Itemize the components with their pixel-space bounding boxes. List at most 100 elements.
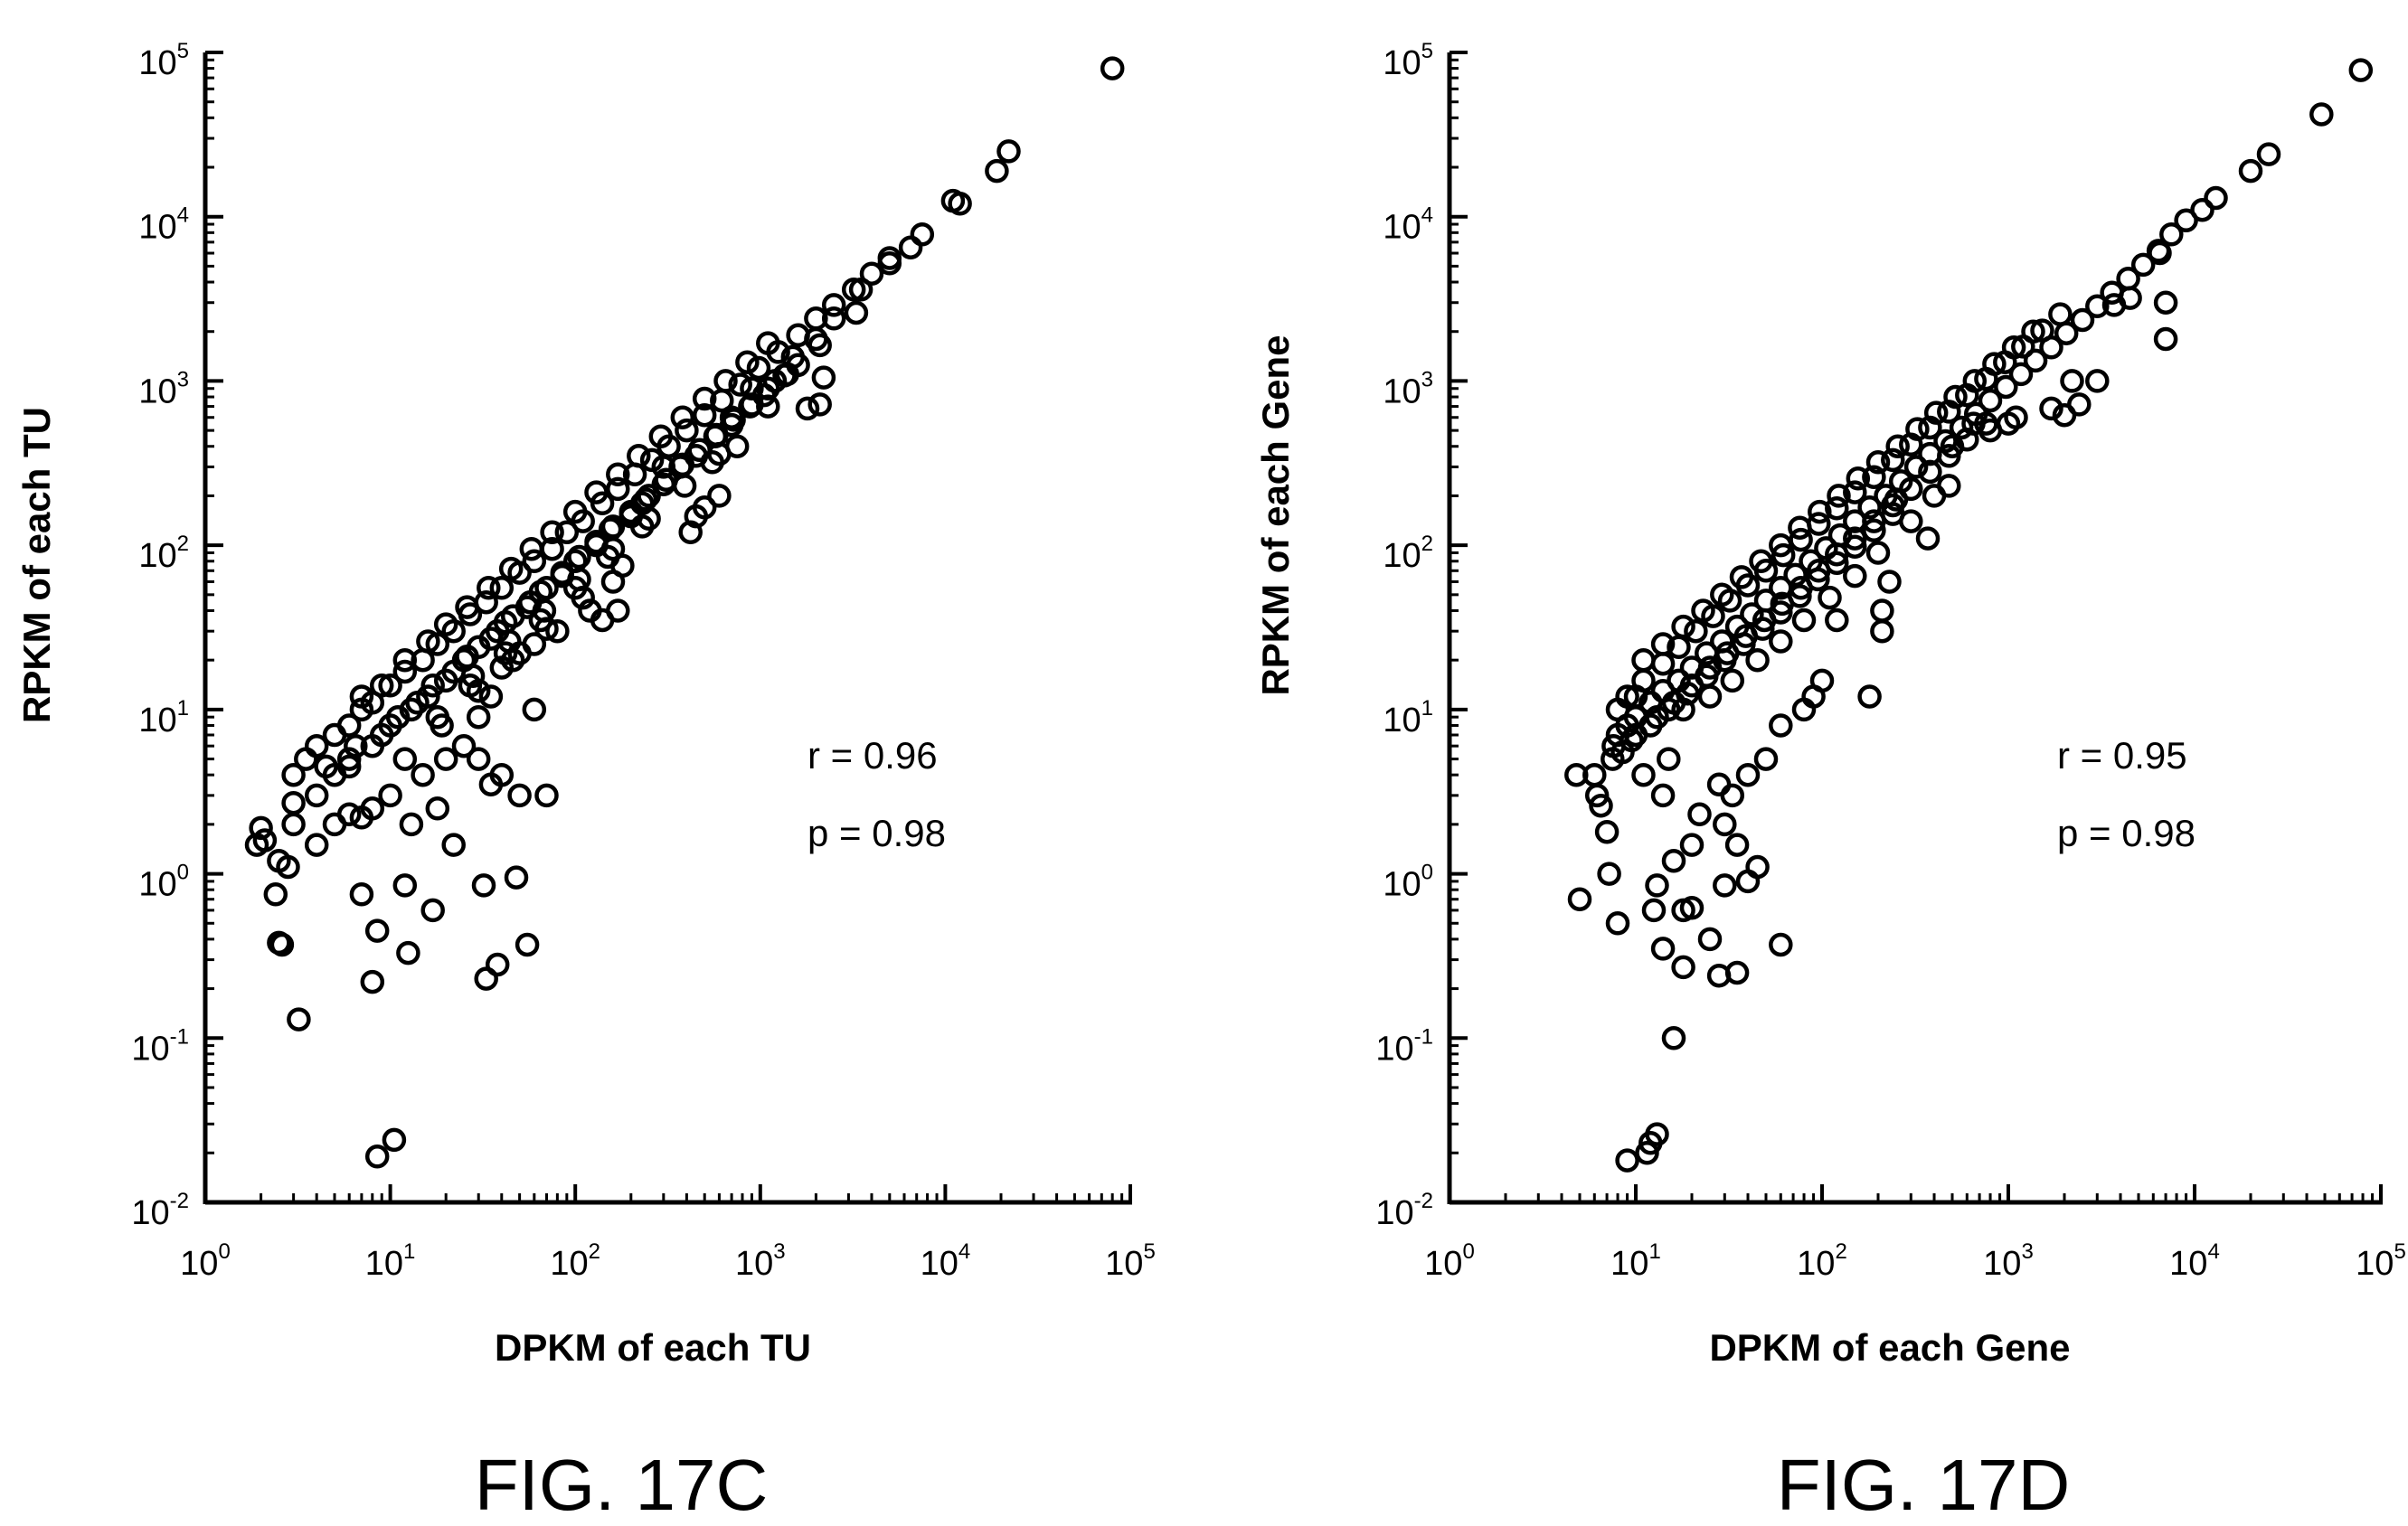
data-point	[1724, 960, 1750, 985]
data-point	[392, 873, 418, 898]
data-point	[2153, 290, 2178, 315]
data-point	[2190, 197, 2214, 222]
scatter-points	[1564, 58, 2374, 1173]
data-point	[425, 796, 450, 821]
data-point	[1881, 447, 1905, 473]
data-point	[606, 462, 630, 487]
data-point	[692, 386, 717, 411]
data-point	[772, 363, 797, 388]
data-point	[522, 697, 547, 722]
x-tick-label: 105	[2356, 1239, 2406, 1283]
data-point	[485, 952, 510, 977]
data-point	[2039, 396, 2063, 421]
data-point	[396, 940, 420, 966]
y-tick-label: 10-1	[1375, 1024, 1433, 1068]
y-tick-label: 105	[138, 39, 189, 82]
data-point	[707, 484, 732, 508]
data-point	[304, 733, 329, 758]
y-tick-label: 100	[138, 861, 189, 904]
data-point	[795, 396, 820, 421]
data-point	[1769, 629, 1793, 654]
data-point	[1915, 526, 1941, 551]
data-point	[1661, 1026, 1686, 1050]
data-point	[1691, 598, 1715, 623]
data-point	[378, 783, 402, 808]
data-point	[1594, 819, 1619, 844]
data-point	[416, 629, 440, 654]
data-point	[489, 576, 515, 600]
data-point	[1769, 932, 1793, 957]
data-point	[1619, 728, 1644, 753]
data-point	[534, 617, 559, 641]
data-point	[515, 932, 540, 957]
data-point	[1671, 898, 1695, 923]
data-point	[996, 139, 1021, 164]
data-point	[1697, 684, 1723, 709]
data-point	[571, 585, 595, 610]
data-point	[670, 405, 695, 429]
x-tick-label: 101	[1610, 1239, 1661, 1283]
data-point	[515, 595, 540, 619]
data-point	[1713, 647, 1737, 673]
data-point	[627, 444, 651, 468]
x-tick-label: 103	[735, 1239, 786, 1283]
data-point	[2204, 185, 2228, 211]
data-point	[1631, 762, 1656, 787]
data-point	[1962, 369, 1988, 393]
data-point	[287, 1007, 311, 1031]
data-point	[1791, 697, 1817, 722]
data-point	[1605, 911, 1630, 936]
y-axis-label: RPKM of each Gene	[1254, 334, 1297, 695]
data-point	[1769, 713, 1793, 738]
data-point	[1631, 647, 1656, 673]
data-point	[441, 833, 466, 857]
data-point	[1601, 747, 1625, 771]
data-point	[554, 520, 580, 545]
data-point	[807, 333, 832, 358]
data-point	[1729, 565, 1754, 589]
data-point	[2085, 369, 2110, 393]
data-point	[1865, 450, 1891, 475]
data-point	[821, 293, 846, 317]
y-tick-label: 105	[1383, 39, 1433, 82]
data-point	[2153, 326, 2178, 352]
data-point	[2238, 158, 2263, 184]
data-point	[811, 365, 836, 390]
data-point	[1735, 869, 1761, 894]
data-point	[1808, 499, 1832, 524]
data-point	[364, 1144, 390, 1169]
data-point	[756, 331, 780, 355]
data-point	[1671, 955, 1695, 980]
data-point	[2060, 369, 2084, 393]
y-tick-label: 104	[138, 203, 189, 247]
data-point	[471, 873, 496, 898]
data-point	[1650, 651, 1676, 676]
data-point	[584, 480, 609, 504]
y-tick-label: 100	[1383, 861, 1433, 904]
data-point	[1865, 541, 1891, 565]
data-point	[1949, 415, 1974, 440]
x-tick-label: 103	[1983, 1239, 2034, 1283]
data-point	[336, 713, 362, 738]
panel-fig-17d: 100 101 102 103 104 105 10-210-11001011021031…	[1254, 39, 2406, 1525]
data-point	[1676, 681, 1700, 706]
data-point	[692, 402, 717, 428]
data-point	[844, 300, 869, 325]
data-point	[433, 747, 458, 771]
y-tick-label: 101	[138, 696, 189, 739]
data-point	[940, 188, 966, 213]
data-point	[1650, 937, 1676, 961]
data-point	[1720, 783, 1745, 808]
data-point	[678, 520, 703, 545]
data-point	[1862, 518, 1886, 543]
data-point	[382, 1127, 407, 1153]
data-point	[360, 969, 385, 994]
x-tick-label: 100	[1424, 1239, 1475, 1283]
data-point	[2023, 348, 2048, 373]
data-point	[2116, 266, 2140, 291]
data-point	[807, 392, 832, 417]
data-point	[1720, 668, 1745, 693]
data-point	[1650, 632, 1676, 656]
data-point	[639, 447, 665, 473]
